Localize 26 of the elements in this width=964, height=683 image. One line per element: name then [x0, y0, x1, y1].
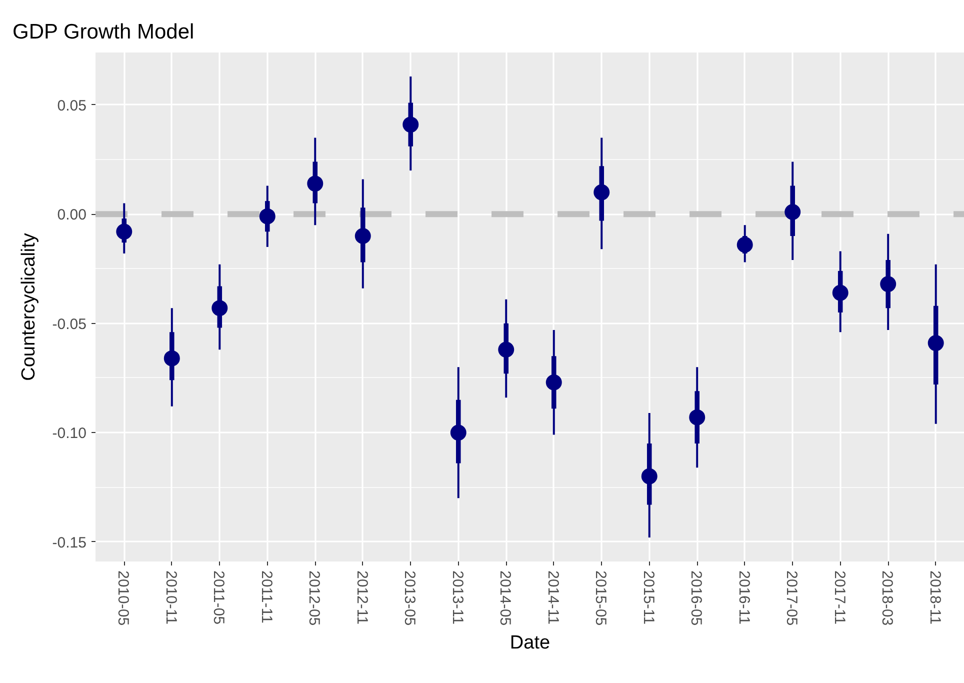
x-tick-label: 2010-11	[162, 570, 180, 624]
y-tick-label: 0.05	[57, 97, 87, 114]
x-tick-label: 2013-05	[401, 570, 418, 626]
x-tick-label: 2012-05	[306, 570, 323, 626]
x-tick-label: 2014-05	[496, 570, 514, 626]
x-tick-label: 2016-05	[688, 570, 705, 626]
y-tick-label: -0.05	[52, 316, 87, 333]
x-axis-title: Date	[510, 632, 550, 654]
x-tick-label: 2017-05	[783, 570, 800, 626]
y-tick-label: -0.10	[52, 425, 87, 442]
x-tick-label: 2018-11	[926, 570, 944, 624]
x-tick-label: 2017-11	[830, 570, 848, 624]
x-tick-label: 2014-11	[544, 570, 562, 624]
x-tick-label: 2012-11	[353, 570, 370, 624]
x-tick-label: 2015-05	[592, 570, 610, 626]
x-tick-label: 2016-11	[735, 570, 752, 624]
chart-title: GDP Growth Model	[12, 20, 194, 44]
x-tick-label: 2011-11	[258, 570, 275, 624]
x-tick-label: 2011-05	[210, 570, 228, 624]
x-tick-label: 2018-03	[878, 570, 896, 626]
y-tick-label: -0.15	[52, 534, 87, 552]
y-axis-title: Countercyclicality	[18, 232, 40, 381]
x-tick-label: 2010-05	[114, 570, 132, 626]
x-tick-label: 2013-11	[448, 570, 466, 624]
x-tick-label: 2015-11	[640, 570, 657, 624]
y-tick-label: 0.00	[57, 206, 87, 224]
